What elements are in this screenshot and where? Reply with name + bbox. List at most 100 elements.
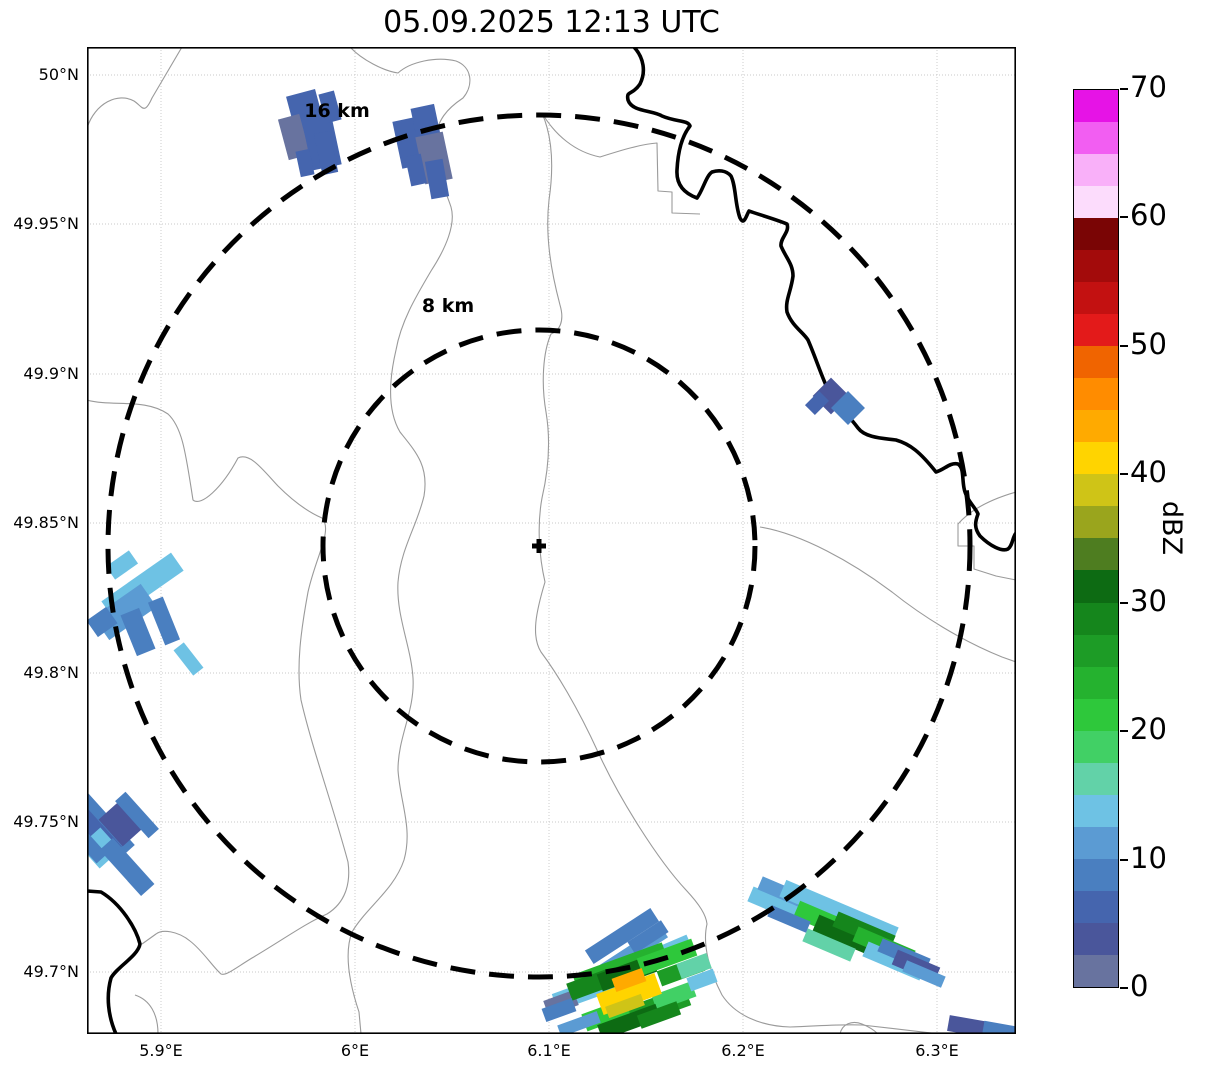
storm-cell-south-echo-rect <box>686 968 718 992</box>
admin-boundary-line <box>141 517 350 975</box>
colorbar-segment <box>1074 954 1118 987</box>
colorbar-tick-label: 20 <box>1130 712 1167 747</box>
colorbar-tick-mark <box>1120 344 1128 347</box>
colorbar-segment <box>1074 858 1118 891</box>
storm-cell-south-echo-rect <box>541 997 577 1023</box>
y-tick-label: 49.95°N <box>13 214 79 233</box>
y-tick-label: 50°N <box>38 65 79 84</box>
colorbar-tick-label: 50 <box>1130 326 1167 361</box>
admin-boundary-line <box>134 994 159 1034</box>
admin-boundary-line <box>87 47 183 129</box>
echoes-north-echo-rect <box>424 158 450 200</box>
echoes-bottom-edge-echo-rect <box>947 1015 1007 1034</box>
admin-boundary-line <box>541 112 701 215</box>
admin-boundary-line <box>535 112 941 1034</box>
admin-boundary-line <box>839 1021 879 1034</box>
colorbar-segment <box>1074 890 1118 923</box>
colorbar-segment <box>1074 186 1118 219</box>
echo-east-river-echo-rect <box>804 390 830 416</box>
colorbar-segment <box>1074 442 1118 475</box>
echoes-north-west-echo-rect <box>295 148 315 178</box>
x-tick-label: 5.9°E <box>139 1041 183 1060</box>
echoes-west-echo-rect <box>105 550 139 580</box>
colorbar-segment <box>1074 666 1118 699</box>
colorbar-segment <box>1074 506 1118 539</box>
colorbar-tick-label: 70 <box>1130 70 1167 104</box>
colorbar-tick-label: 10 <box>1130 840 1167 875</box>
river-line <box>625 47 1016 552</box>
y-tick-label: 49.8°N <box>23 663 79 682</box>
colorbar-segment <box>1074 762 1118 795</box>
admin-boundary-line <box>759 526 1016 663</box>
colorbar-segment <box>1074 282 1118 315</box>
echo-band-south-east-echo-rect <box>767 905 811 933</box>
colorbar-segment <box>1074 698 1118 731</box>
range-ring-label: 8 km <box>422 295 474 317</box>
colorbar-segment <box>1074 410 1118 443</box>
echoes-north-west-echo-rect <box>318 90 342 124</box>
echo-east-river-echo-rect <box>831 391 865 425</box>
echoes-south-west-echo-rect <box>115 791 159 839</box>
storm-cell-south-echo-rect <box>651 981 697 1011</box>
storm-cell-south-echo-rect <box>636 1001 682 1029</box>
colorbar-tick-mark <box>1120 858 1128 861</box>
colorbar-tick-label: 30 <box>1130 583 1167 618</box>
x-tick-label: 6.1°E <box>527 1041 571 1060</box>
colorbar-segment <box>1074 794 1118 827</box>
range-ring-16km <box>105 112 973 980</box>
colorbar-segment <box>1074 922 1118 955</box>
colorbar-segment <box>1074 122 1118 155</box>
colorbar-segment <box>1074 474 1118 507</box>
figure-title: 05.09.2025 12:13 UTC <box>383 5 720 40</box>
echoes-north-west-echo-rect <box>313 130 339 176</box>
colorbar-tick-mark <box>1120 88 1128 90</box>
range-ring-8km <box>320 327 758 765</box>
axes-frame <box>87 47 1016 1034</box>
colorbar-tick-mark <box>1120 601 1128 604</box>
x-tick-label: 6°E <box>340 1041 370 1060</box>
storm-cell-south-echo-rect <box>676 953 712 979</box>
colorbar-tick-label: 0 <box>1130 969 1149 1003</box>
colorbar-segment <box>1074 570 1118 603</box>
colorbar-segment <box>1074 250 1118 283</box>
colorbar-segment <box>1074 538 1118 571</box>
echoes-bottom-edge-echo-rect <box>982 1020 1016 1034</box>
colorbar-tick-label: 40 <box>1130 455 1167 490</box>
echoes-north-west-echo-rect <box>277 113 311 161</box>
range-ring-label: 16 km <box>304 100 370 122</box>
y-tick-label: 49.75°N <box>13 812 79 831</box>
storm-cell-south-echo-rect <box>627 920 669 954</box>
colorbar-segment <box>1074 602 1118 635</box>
echoes-west-echo-rect <box>147 596 181 646</box>
colorbar-segment <box>1074 154 1118 187</box>
radar-center-marker <box>532 539 546 553</box>
y-tick-label: 49.7°N <box>23 962 79 981</box>
echoes-south-west-echo-rect <box>87 812 107 864</box>
colorbar-segment <box>1074 634 1118 667</box>
y-tick-label: 49.85°N <box>13 513 79 532</box>
echoes-south-west-echo-rect <box>99 837 155 897</box>
colorbar-segment <box>1074 90 1118 123</box>
colorbar-tick-label: 60 <box>1130 198 1167 233</box>
admin-boundary-line <box>87 399 323 519</box>
storm-cell-south-echo-rect <box>557 1011 601 1034</box>
colorbar-tick-mark <box>1120 473 1128 476</box>
colorbar-segment <box>1074 346 1118 379</box>
echo-band-south-east-echo-rect <box>902 960 946 988</box>
storm-cell-south-echo-rect <box>611 967 647 993</box>
colorbar-axis-label: dBZ <box>1156 500 1187 556</box>
echoes-west-echo-rect <box>173 642 204 676</box>
storm-cell-south-echo-rect <box>584 908 660 964</box>
colorbar-segment <box>1074 314 1118 347</box>
colorbar-segment <box>1074 378 1118 411</box>
colorbar-tick-mark <box>1120 216 1128 219</box>
colorbar-tick-mark <box>1120 987 1128 989</box>
y-tick-label: 49.9°N <box>23 364 79 383</box>
admin-boundary-line <box>347 47 471 1034</box>
x-tick-label: 6.3°E <box>915 1041 959 1060</box>
echoes-west-echo-rect <box>87 606 118 638</box>
echo-band-south-east-echo-rect <box>802 928 856 962</box>
colorbar-segment <box>1074 730 1118 763</box>
map-canvas: 16 km 8 km <box>87 47 1016 1034</box>
